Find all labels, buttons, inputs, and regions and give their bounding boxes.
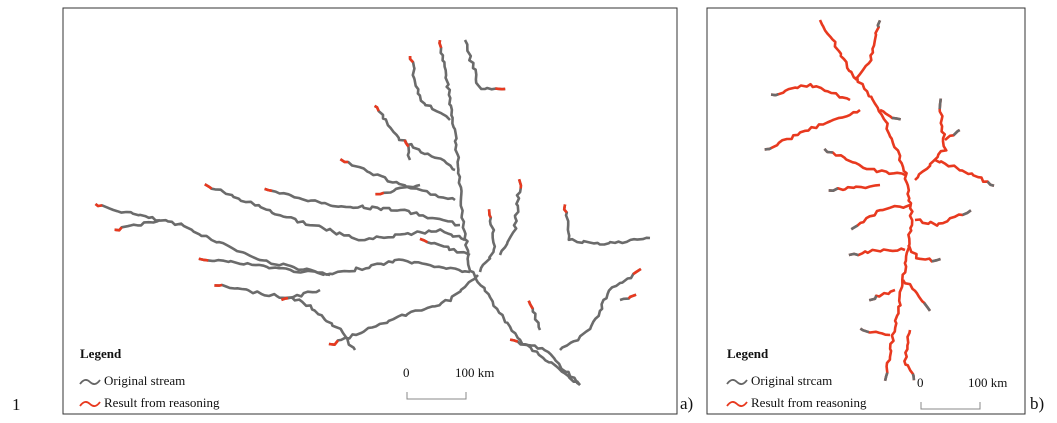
stream — [478, 209, 497, 273]
legend-item: Result from reasoning — [751, 395, 867, 410]
stream — [339, 158, 456, 202]
legend-icon — [79, 379, 101, 385]
stream-tip — [923, 302, 932, 312]
legend-icon — [726, 401, 748, 407]
stream-tip — [214, 283, 223, 287]
stream — [438, 39, 582, 386]
legend-item: Original strcam — [751, 373, 832, 388]
stream-tip — [952, 128, 961, 137]
stream-tip — [487, 209, 492, 219]
stream — [408, 56, 451, 121]
stream-tip — [408, 56, 415, 64]
stream-tip — [328, 339, 340, 346]
stream-tip — [764, 146, 772, 151]
panel-frame — [62, 7, 678, 415]
stream-tip — [438, 39, 443, 49]
stream — [214, 283, 357, 351]
stream-tip — [264, 187, 273, 193]
stream-tip — [868, 295, 878, 302]
stream — [903, 329, 916, 381]
stream — [198, 257, 331, 277]
stream — [264, 187, 461, 227]
panel-b: Legend Original strcam Result from reaso… — [706, 7, 1044, 415]
stream-tip — [938, 98, 943, 110]
figure-number: 1 — [12, 395, 21, 414]
stream-tip — [891, 116, 901, 121]
stream — [562, 204, 651, 246]
stream-tip — [770, 93, 779, 97]
stream-tip — [339, 158, 349, 164]
stream-tip — [198, 257, 209, 262]
legend-item: Original stream — [104, 373, 185, 388]
legend-icon — [726, 379, 748, 385]
stream-tip — [403, 139, 410, 148]
legend-icon — [79, 401, 101, 407]
panel-label: b) — [1030, 394, 1044, 413]
legend-title: Legend — [80, 346, 122, 361]
stream — [818, 19, 914, 382]
stream-tip — [850, 224, 859, 231]
stream-tip — [527, 300, 534, 310]
stream-tip — [419, 237, 429, 244]
stream-tip — [94, 202, 103, 208]
stream-tip — [114, 226, 123, 232]
stream — [907, 244, 941, 263]
stream — [848, 247, 906, 257]
stream-tip — [823, 148, 833, 154]
stream-tip — [280, 296, 289, 302]
stream-tip — [859, 327, 870, 334]
scale-label: 100 km — [455, 365, 494, 380]
panel-label: a) — [680, 394, 693, 413]
stream — [463, 39, 506, 91]
stream-tip — [828, 187, 839, 192]
stream — [419, 237, 471, 257]
stream-tip — [911, 373, 916, 381]
stream-network — [764, 19, 995, 382]
stream — [94, 202, 471, 276]
stream — [328, 274, 479, 346]
scale-label: 0 — [403, 365, 410, 380]
stream-tip — [495, 87, 506, 91]
stream — [509, 338, 581, 387]
stream-tip — [204, 183, 213, 190]
stream — [850, 203, 911, 231]
stream-tip — [632, 267, 642, 276]
panel-frame — [706, 7, 1026, 415]
stream — [770, 82, 851, 102]
stream-tip — [883, 372, 889, 382]
stream-tip — [931, 257, 941, 263]
scale-label: 100 km — [968, 375, 1007, 390]
stream — [828, 183, 881, 192]
stream — [823, 148, 906, 177]
scale-bar — [406, 392, 467, 400]
stream-tip — [517, 178, 523, 189]
stream-tip — [509, 338, 519, 343]
stream-tip — [986, 180, 995, 187]
stream-tip — [562, 204, 568, 214]
stream — [854, 19, 882, 81]
stream-tip — [373, 104, 380, 112]
legend-item: Result from reasoning — [104, 395, 220, 410]
stream-network — [94, 39, 651, 387]
stream — [498, 178, 523, 256]
stream — [914, 209, 972, 227]
scale-bar — [920, 402, 981, 410]
scale-label: 0 — [917, 375, 924, 390]
stream-tip — [848, 252, 859, 257]
stream — [934, 158, 995, 187]
stream-tip — [627, 293, 637, 300]
stream — [914, 98, 948, 181]
stream — [373, 104, 456, 172]
stream-tip — [962, 209, 972, 217]
legend-title: Legend — [727, 346, 769, 361]
stream-tip — [876, 19, 882, 28]
stream — [204, 183, 466, 242]
stream — [559, 267, 642, 351]
stream — [764, 108, 861, 151]
panel-a: Legend Original stream Result from reaso… — [62, 7, 693, 415]
stream-tip — [375, 191, 385, 196]
